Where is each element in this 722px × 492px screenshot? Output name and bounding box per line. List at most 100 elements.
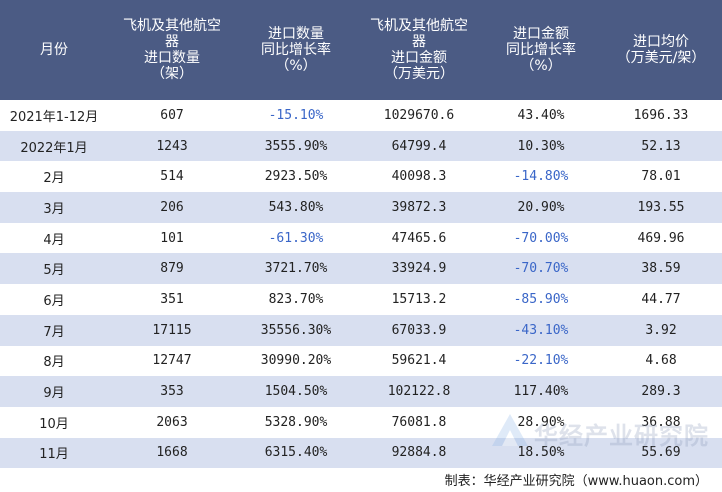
table-body: 2021年1-12月 607 -15.10% 1029670.6 43.40% 1696.… [0,100,722,469]
header-line: 飞机及其他航空 [370,18,468,34]
header-line: 飞机及其他航空 [123,18,221,34]
qty-yoy-cell: 823.70% [236,284,356,315]
price-cell: 44.77 [600,284,722,315]
table-row: 10月 2063 5328.90% 76081.8 28.90% 36.88 [0,406,722,438]
table-row: 7月 17115 35556.30% 67033.9 -43.10% 3.92 [0,314,722,346]
header-line: 进口金额 [513,26,569,42]
header-line: （万美元/架） [616,50,706,66]
amount-cell: 67033.9 [356,314,482,346]
price-cell: 55.69 [600,437,722,469]
amount-cell: 15713.2 [356,284,482,315]
qty-cell: 514 [108,161,236,193]
header-line: 器 [412,34,426,50]
table-row: 4月 101 -61.30% 47465.6 -70.00% 469.96 [0,222,722,254]
price-cell: 78.01 [600,161,722,193]
qty-header: 飞机及其他航空器进口数量 （架） [108,0,236,100]
month-header: 月份 [0,0,108,100]
price-cell: 36.88 [600,406,722,438]
month-cell: 7月 [0,314,108,346]
qty-yoy-cell: 3555.90% [236,130,356,162]
price-cell: 4.68 [600,345,722,377]
month-cell: 9月 [0,376,108,407]
qty-cell: 17115 [108,314,236,346]
watermark-text: 华经产业研究院 [534,422,709,450]
amount-yoy-cell: 20.90% [482,192,600,223]
header-line: 进口数量 [268,26,324,42]
price-cell: 469.96 [600,222,722,254]
price-cell: 193.55 [600,192,722,223]
header-line: （%） [520,58,562,74]
amount-cell: 102122.8 [356,376,482,407]
month-cell: 6月 [0,284,108,315]
import-data-table: 月份 飞机及其他航空器进口数量 （架） 进口数量 同比增长率 （%） 飞机及其他航空器进口金… [0,0,722,469]
qty-yoy-cell: 35556.30% [236,314,356,346]
qty-yoy-header: 进口数量 同比增长率 （%） [236,0,356,100]
table-row: 2月 514 2923.50% 40098.3 -14.80% 78.01 [0,161,722,193]
table-row: 2022年1月 1243 3555.90% 64799.4 10.30% 52.13 [0,130,722,162]
table-row: 5月 879 3721.70% 33924.9 -70.70% 38.59 [0,253,722,285]
month-cell: 10月 [0,406,108,438]
qty-cell: 351 [108,284,236,315]
table-row: 3月 206 543.80% 39872.3 20.90% 193.55 [0,192,722,223]
month-cell: 2月 [0,161,108,193]
amount-yoy-cell: -85.90% [482,284,600,315]
amount-yoy-cell: -22.10% [482,345,600,377]
qty-yoy-cell: -15.10% [236,100,356,131]
amount-cell: 76081.8 [356,406,482,438]
amount-cell: 1029670.6 [356,100,482,131]
header-line: 器 [165,34,179,50]
header-line: 进口数量 [144,50,200,66]
qty-cell: 879 [108,253,236,285]
header-line: 同比增长率 [261,42,331,58]
header-line: （架） [151,66,193,82]
qty-yoy-cell: 2923.50% [236,161,356,193]
month-cell: 4月 [0,222,108,254]
month-cell: 11月 [0,437,108,469]
header-line: 同比增长率 [506,42,576,58]
qty-yoy-cell: 543.80% [236,192,356,223]
price-cell: 52.13 [600,130,722,162]
price-header: 进口均价 （万美元/架） [600,0,722,100]
price-cell: 1696.33 [600,100,722,131]
header-line: （%） [275,58,317,74]
amount-cell: 64799.4 [356,130,482,162]
qty-cell: 206 [108,192,236,223]
month-cell: 3月 [0,192,108,223]
table-header-row: 月份 飞机及其他航空器进口数量 （架） 进口数量 同比增长率 （%） 飞机及其他航空器进口金… [0,0,722,100]
header-line: 月份 [40,42,68,58]
month-cell: 2021年1-12月 [0,100,108,131]
qty-cell: 1243 [108,130,236,162]
qty-cell: 607 [108,100,236,131]
header-line: 进口金额 [391,50,447,66]
qty-yoy-cell: 3721.70% [236,253,356,285]
watermark: 华经产业研究院 [488,410,708,454]
amount-header: 飞机及其他航空器进口金额 （万美元） [356,0,482,100]
month-cell: 2022年1月 [0,130,108,162]
qty-cell: 353 [108,376,236,407]
source-note: 制表：华经产业研究院（www.huaon.com） [444,474,708,489]
table-row: 6月 351 823.70% 15713.2 -85.90% 44.77 [0,284,722,315]
amount-yoy-cell: -14.80% [482,161,600,193]
amount-cell: 33924.9 [356,253,482,285]
qty-yoy-cell: 1504.50% [236,376,356,407]
table-row: 11月 1668 6315.40% 92884.8 18.50% 55.69 [0,437,722,469]
footer: 制表：华经产业研究院（www.huaon.com） [0,466,722,492]
amount-yoy-cell: 43.40% [482,100,600,131]
amount-cell: 40098.3 [356,161,482,193]
qty-cell: 1668 [108,437,236,469]
qty-cell: 2063 [108,406,236,438]
qty-cell: 101 [108,222,236,254]
table-row: 2021年1-12月 607 -15.10% 1029670.6 43.40% 1696.… [0,100,722,131]
price-cell: 289.3 [600,376,722,407]
amount-yoy-cell: 10.30% [482,130,600,162]
table-row: 9月 353 1504.50% 102122.8 117.40% 289.3 [0,376,722,407]
qty-yoy-cell: 30990.20% [236,345,356,377]
amount-yoy-cell: -70.00% [482,222,600,254]
watermark-logo-icon [492,414,528,446]
table-row: 8月 12747 30990.20% 59621.4 -22.10% 4.68 [0,345,722,377]
amount-yoy-cell: 28.90% [482,406,600,438]
amount-yoy-cell: -70.70% [482,253,600,285]
amount-cell: 59621.4 [356,345,482,377]
qty-yoy-cell: 6315.40% [236,437,356,469]
